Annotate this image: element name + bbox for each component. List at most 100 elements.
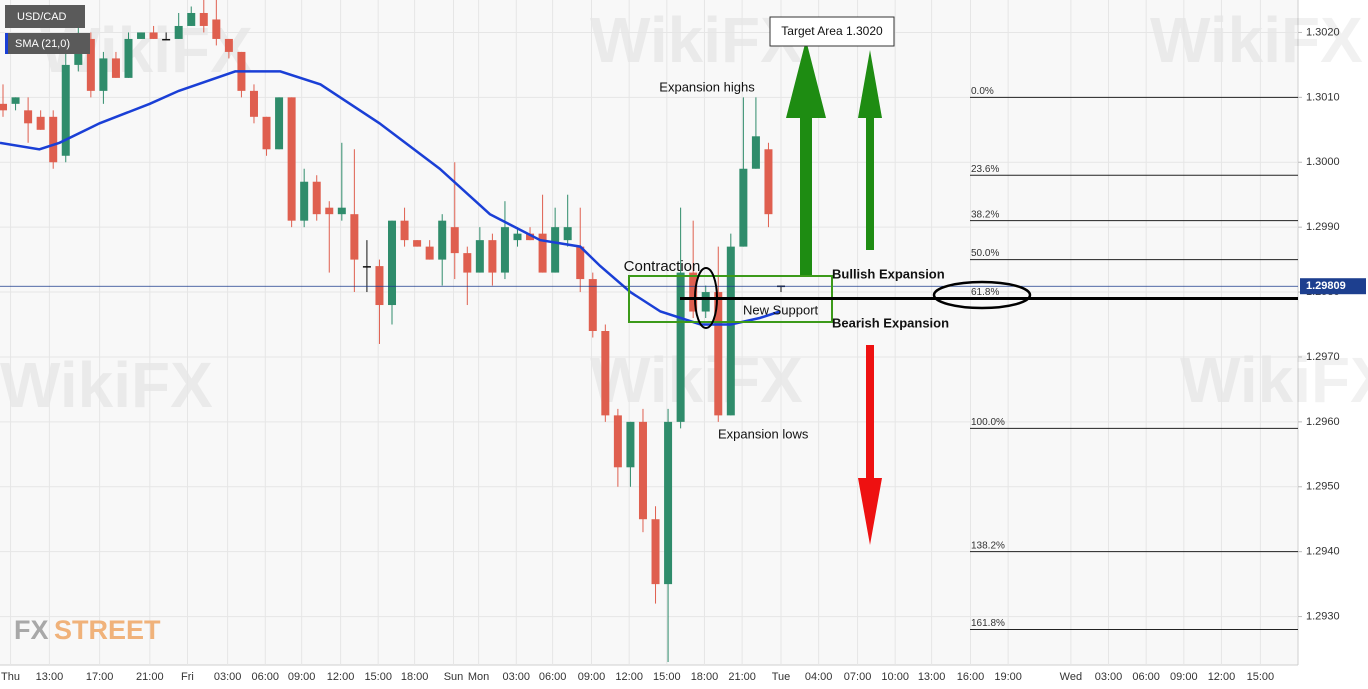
candle-body (400, 220, 409, 241)
target-label: Target Area 1.3020 (781, 24, 883, 38)
y-tick-label: 1.2940 (1306, 546, 1340, 558)
candle-body (337, 207, 346, 215)
grid (0, 0, 1298, 665)
y-tick-label: 1.2990 (1306, 221, 1340, 233)
x-tick-label: Tue (772, 671, 791, 683)
fib-label: 23.6% (971, 164, 999, 175)
candle-body (149, 32, 158, 39)
x-tick-label: 21:00 (136, 671, 164, 683)
candle-body (124, 38, 133, 78)
candle-body (613, 415, 622, 468)
candle-body (513, 233, 522, 241)
candle-body (651, 519, 660, 585)
candle-body (375, 266, 384, 306)
candle-body (601, 331, 610, 416)
x-tick-label: 17:00 (86, 671, 114, 683)
candle-body (488, 240, 497, 273)
candle-body (638, 421, 647, 520)
x-tick-label: 03:00 (502, 671, 530, 683)
x-tick-label: Thu (1, 671, 20, 683)
sma-label: SMA (21,0) (15, 38, 70, 50)
y-axis-area (1298, 0, 1368, 689)
candle-body (61, 64, 70, 156)
candle-body (563, 227, 572, 241)
fib-label: 0.0% (971, 86, 994, 97)
candle-body (500, 227, 509, 273)
candle-body (425, 246, 434, 260)
x-tick-label: 12:00 (1208, 671, 1236, 683)
price-tag (1300, 278, 1366, 295)
candle-body (450, 227, 459, 254)
candle-body (576, 246, 585, 280)
candle-body (162, 38, 171, 41)
candle-body (187, 12, 196, 26)
candle-body (49, 116, 58, 163)
candle-body (11, 97, 20, 104)
candle-body (275, 97, 284, 150)
x-tick-label: 15:00 (653, 671, 681, 683)
candle-body (212, 19, 221, 39)
x-tick-label: 18:00 (691, 671, 719, 683)
y-tick-label: 1.2960 (1306, 416, 1340, 428)
logo-street: STREET (54, 615, 161, 645)
x-tick-label: Mon (468, 671, 489, 683)
x-tick-label: 13:00 (918, 671, 946, 683)
fib-label: 38.2% (971, 209, 999, 220)
sma-swatch (5, 33, 8, 54)
candle-body (413, 240, 422, 247)
x-tick-label: 09:00 (1170, 671, 1198, 683)
candle-body (526, 233, 535, 241)
x-tick-label: 12:00 (327, 671, 355, 683)
y-tick-label: 1.3020 (1306, 26, 1340, 38)
candle-body (86, 38, 95, 91)
candle-body (764, 149, 773, 215)
candle-body (438, 220, 447, 260)
watermark: WikiFX (1150, 4, 1363, 76)
candle-body (312, 181, 321, 215)
watermark: WikiFX (1180, 344, 1368, 416)
fib-label: 100.0% (971, 417, 1005, 428)
candle-body (588, 279, 597, 331)
x-tick-label: 16:00 (957, 671, 985, 683)
candle-body (463, 253, 472, 273)
candle-body (714, 292, 723, 416)
candle-body (350, 214, 359, 260)
candle-body (701, 292, 710, 312)
logo: FX STREET (14, 615, 161, 645)
annotation: Expansion highs (659, 79, 755, 94)
marks: 0.0% 23.6% 38.2% 50.0% 61.8% 100.0% 138.2% 161.… (0, 0, 1298, 662)
candle-body (726, 246, 735, 416)
fib-label: 50.0% (971, 248, 999, 259)
x-tick-label: 06:00 (1132, 671, 1160, 683)
candle-body (24, 110, 33, 124)
fib-label: 138.2% (971, 540, 1005, 551)
watermark: WikiFX (0, 349, 213, 421)
annotations: Target Area 1.3020 Expansion highs Contr… (624, 16, 1298, 545)
candle-body (325, 207, 334, 215)
candle-body (249, 90, 258, 117)
annotation: Bullish Expansion (832, 266, 945, 281)
candle-body (199, 12, 208, 26)
bullish-arrow (786, 40, 826, 275)
y-tick-label: 1.2930 (1306, 610, 1340, 622)
watermark: WikiFX (590, 4, 803, 76)
candle-body (362, 266, 371, 268)
y-tick-label: 1.2970 (1306, 351, 1340, 363)
x-tick-label: 04:00 (805, 671, 833, 683)
candle-body (751, 136, 760, 169)
candle-body (388, 220, 397, 306)
x-tick-label: Fri (181, 671, 194, 683)
candle-body (551, 227, 560, 273)
annotation: Expansion lows (718, 426, 809, 441)
x-tick-label: Wed (1060, 671, 1082, 683)
candle-body (174, 25, 183, 39)
y-tick-label: 1.3010 (1306, 91, 1340, 103)
symbol-label: USD/CAD (17, 11, 67, 23)
ellipse (932, 280, 1032, 310)
candle-body (111, 58, 120, 78)
annotation: Contraction (624, 258, 701, 275)
symbol-box (5, 5, 85, 28)
candle-body (224, 38, 233, 52)
x-tick-label: 07:00 (844, 671, 872, 683)
